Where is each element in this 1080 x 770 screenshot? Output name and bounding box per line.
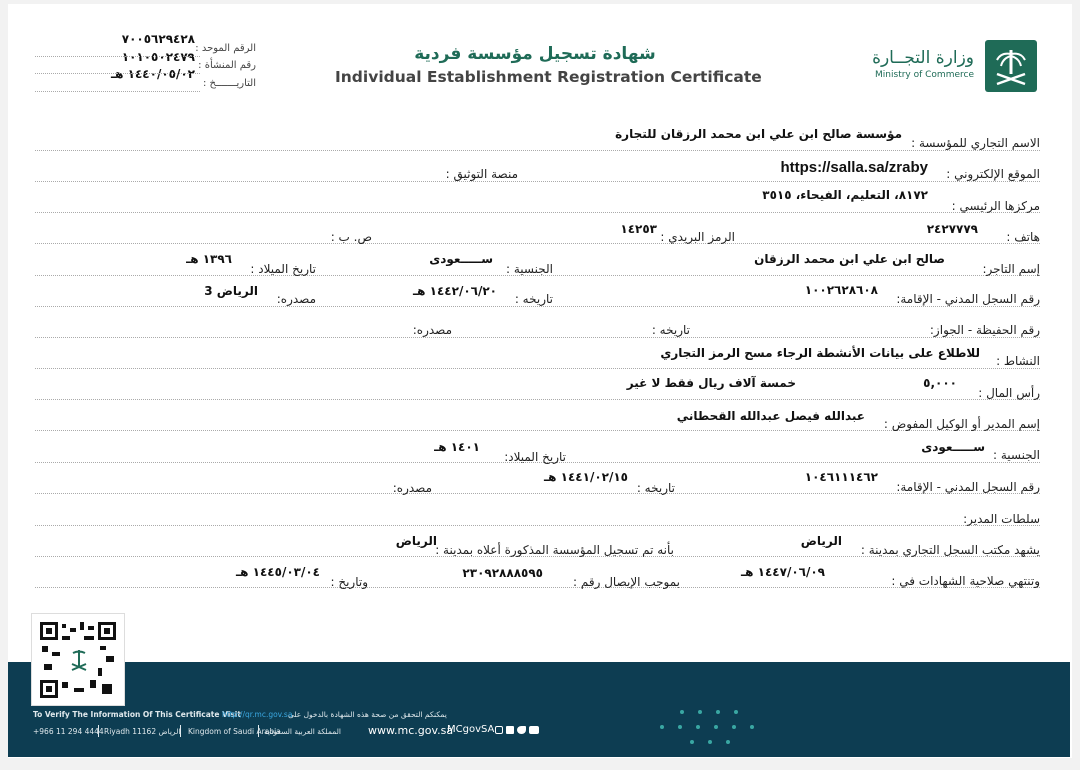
manager-powers-label: سلطات المدير: [963,512,1040,526]
merchant-nationality-label: الجنسية : [506,262,553,276]
phone-label: هاتف : [1006,230,1040,244]
merchant-id-label: رقم السجل المدني - الإقامة: [896,292,1040,306]
expiry-date: ١٤٤٧/٠٦/٠٩ هـ [741,565,825,579]
auth-platform-label: منصة التوثيق : [445,167,518,181]
witness-office-city: الرياض [800,534,842,548]
website-label: الموقع الإلكتروني : [946,167,1040,181]
registered-city-label: بأنه تم تسجيل المؤسسة المذكورة أعلاه بمد… [435,543,674,557]
receipt-label: بموجب الإيصال رقم : [573,575,680,589]
instagram-icon[interactable] [495,726,503,734]
merchant-name-label: إسم التاجر: [982,262,1040,276]
title-en: Individual Establishment Registration Ce… [335,68,762,86]
merchant-id-date: ١٤٤٢/٠٦/٢٠ هـ [413,284,497,298]
trade-name: مؤسسة صالح ابن علي ابن محمد الرزقان للتج… [615,127,902,141]
postal-code: ١٤٢٥٣ [620,222,657,236]
manager-id-label: رقم السجل المدني - الإقامة: [896,480,1040,494]
footer-band [8,662,1070,757]
footer-handle[interactable]: MCgovSA [447,724,495,735]
manager-nationality-label: الجنسية : [993,448,1040,462]
merchant-id-source-label: مصدره: [276,292,316,306]
manager-id-date-label: تاريخه : [636,481,675,495]
footer-city: Riyadh 11162 الرياض [104,727,181,736]
passport-label: رقم الحفيظة - الجواز: [929,323,1040,337]
date-label: التاريـــــــخ : [202,78,256,89]
manager-birth: ١٤٠١ هـ [434,440,480,454]
qr-code[interactable] [31,613,125,706]
merchant-name: صالح ابن علي ابن محمد الرزقان [754,252,945,266]
capital-in-words: خمسة آلاف ريال فقط لا غير [626,376,796,390]
certificate [8,4,1072,758]
manager-id-source-label: مصدره: [392,481,432,495]
passport-source-label: مصدره: [412,323,452,337]
website-link[interactable]: https://salla.sa/zraby [780,159,928,176]
pobox-label: ص. ب : [330,230,372,244]
postal-label: الرمز البريدي : [660,230,735,244]
facebook-icon[interactable] [506,726,514,734]
witness-office-label: يشهد مكتب السجل التجاري بمدينة : [860,543,1040,557]
title-ar: شهادة تسجيل مؤسسة فردية [414,44,656,64]
manager-name: عبدالله فيصل عبدالله القحطاني [676,409,865,423]
ministry-name-en: Ministry of Commerce [875,70,974,80]
hq-address: ٨١٧٢، التعليم، الفيحاء، ٣٥١٥ [762,188,928,202]
phone: ٢٤٢٧٧٧٩ [926,222,978,236]
social-icons [495,726,539,734]
capital-amount: ٥,٠٠٠ [923,376,957,390]
palm-swords-icon [996,50,1026,86]
manager-id-date: ١٤٤١/٠٢/١٥ هـ [544,470,628,484]
ministry-logo [985,40,1037,92]
merchant-birth-label: تاريخ الميلاد : [250,262,316,276]
merchant-nationality: ســـــعودى [429,252,493,266]
receipt-number: ٢٣٠٩٢٨٨٨٥٩٥ [462,566,543,580]
footer-website[interactable]: www.mc.gov.sa [368,724,454,737]
footer-country-en: Kingdom of Saudi Arabia [188,727,281,736]
ministry-name-ar: وزارة التجــارة [872,48,974,68]
registered-city: الرياض [395,534,437,548]
manager-id: ١٠٤٦١١١٤٦٢ [804,470,878,484]
issue-date: ١٤٤٠/٠٥/٠٢ هـ [111,67,195,81]
unified-number-label: الرقم الموحد : [195,43,256,54]
establishment-number-label: رقم المنشأة : [198,60,256,71]
verify-text-en: To Verify The Information Of This Certif… [33,710,241,719]
unified-number: ٧٠٠٥٦٢٩٤٢٨ [121,32,195,46]
manager-birth-label: تاريخ الميلاد: [504,450,566,464]
verify-text-ar: يمكنكم التحقق من صحة هذه الشهادة بالدخول… [288,710,447,719]
expiry-label: وتنتهي صلاحية الشهادات في : [891,574,1040,588]
receipt-date-label: وتاريخ : [330,575,368,589]
activity-label: النشاط : [996,354,1040,368]
verify-link[interactable]: http://qr.mc.gov.sa [222,710,293,719]
footer-country-ar: المملكة العربية السعودية [264,727,341,736]
youtube-icon[interactable] [529,726,539,734]
merchant-id: ١٠٠٢٦٢٨٦٠٨ [804,283,878,297]
twitter-icon[interactable] [517,726,526,734]
capital-label: رأس المال : [978,386,1040,400]
trade-name-label: الاسم التجاري للمؤسسة : [911,136,1040,150]
qr-code-icon [40,622,116,698]
merchant-id-source: الرياض 3 [204,284,258,298]
manager-name-label: إسم المدير أو الوكيل المفوض : [883,417,1040,431]
manager-nationality: ســـــعودى [921,440,985,454]
merchant-birth: ١٣٩٦ هـ [186,252,232,266]
activity: للاطلاع على بيانات الأنشطة الرجاء مسح ال… [660,346,980,360]
passport-date-label: تاريخه : [651,323,690,337]
footer-phone: +966 11 294 4444 [33,727,104,736]
receipt-date: ١٤٤٥/٠٣/٠٤ هـ [236,565,320,579]
hq-label: مركزها الرئيسي : [951,199,1040,213]
establishment-number: ١٠١٠٥٠٢٤٧٩ [121,50,195,64]
merchant-id-date-label: تاريخه : [514,292,553,306]
